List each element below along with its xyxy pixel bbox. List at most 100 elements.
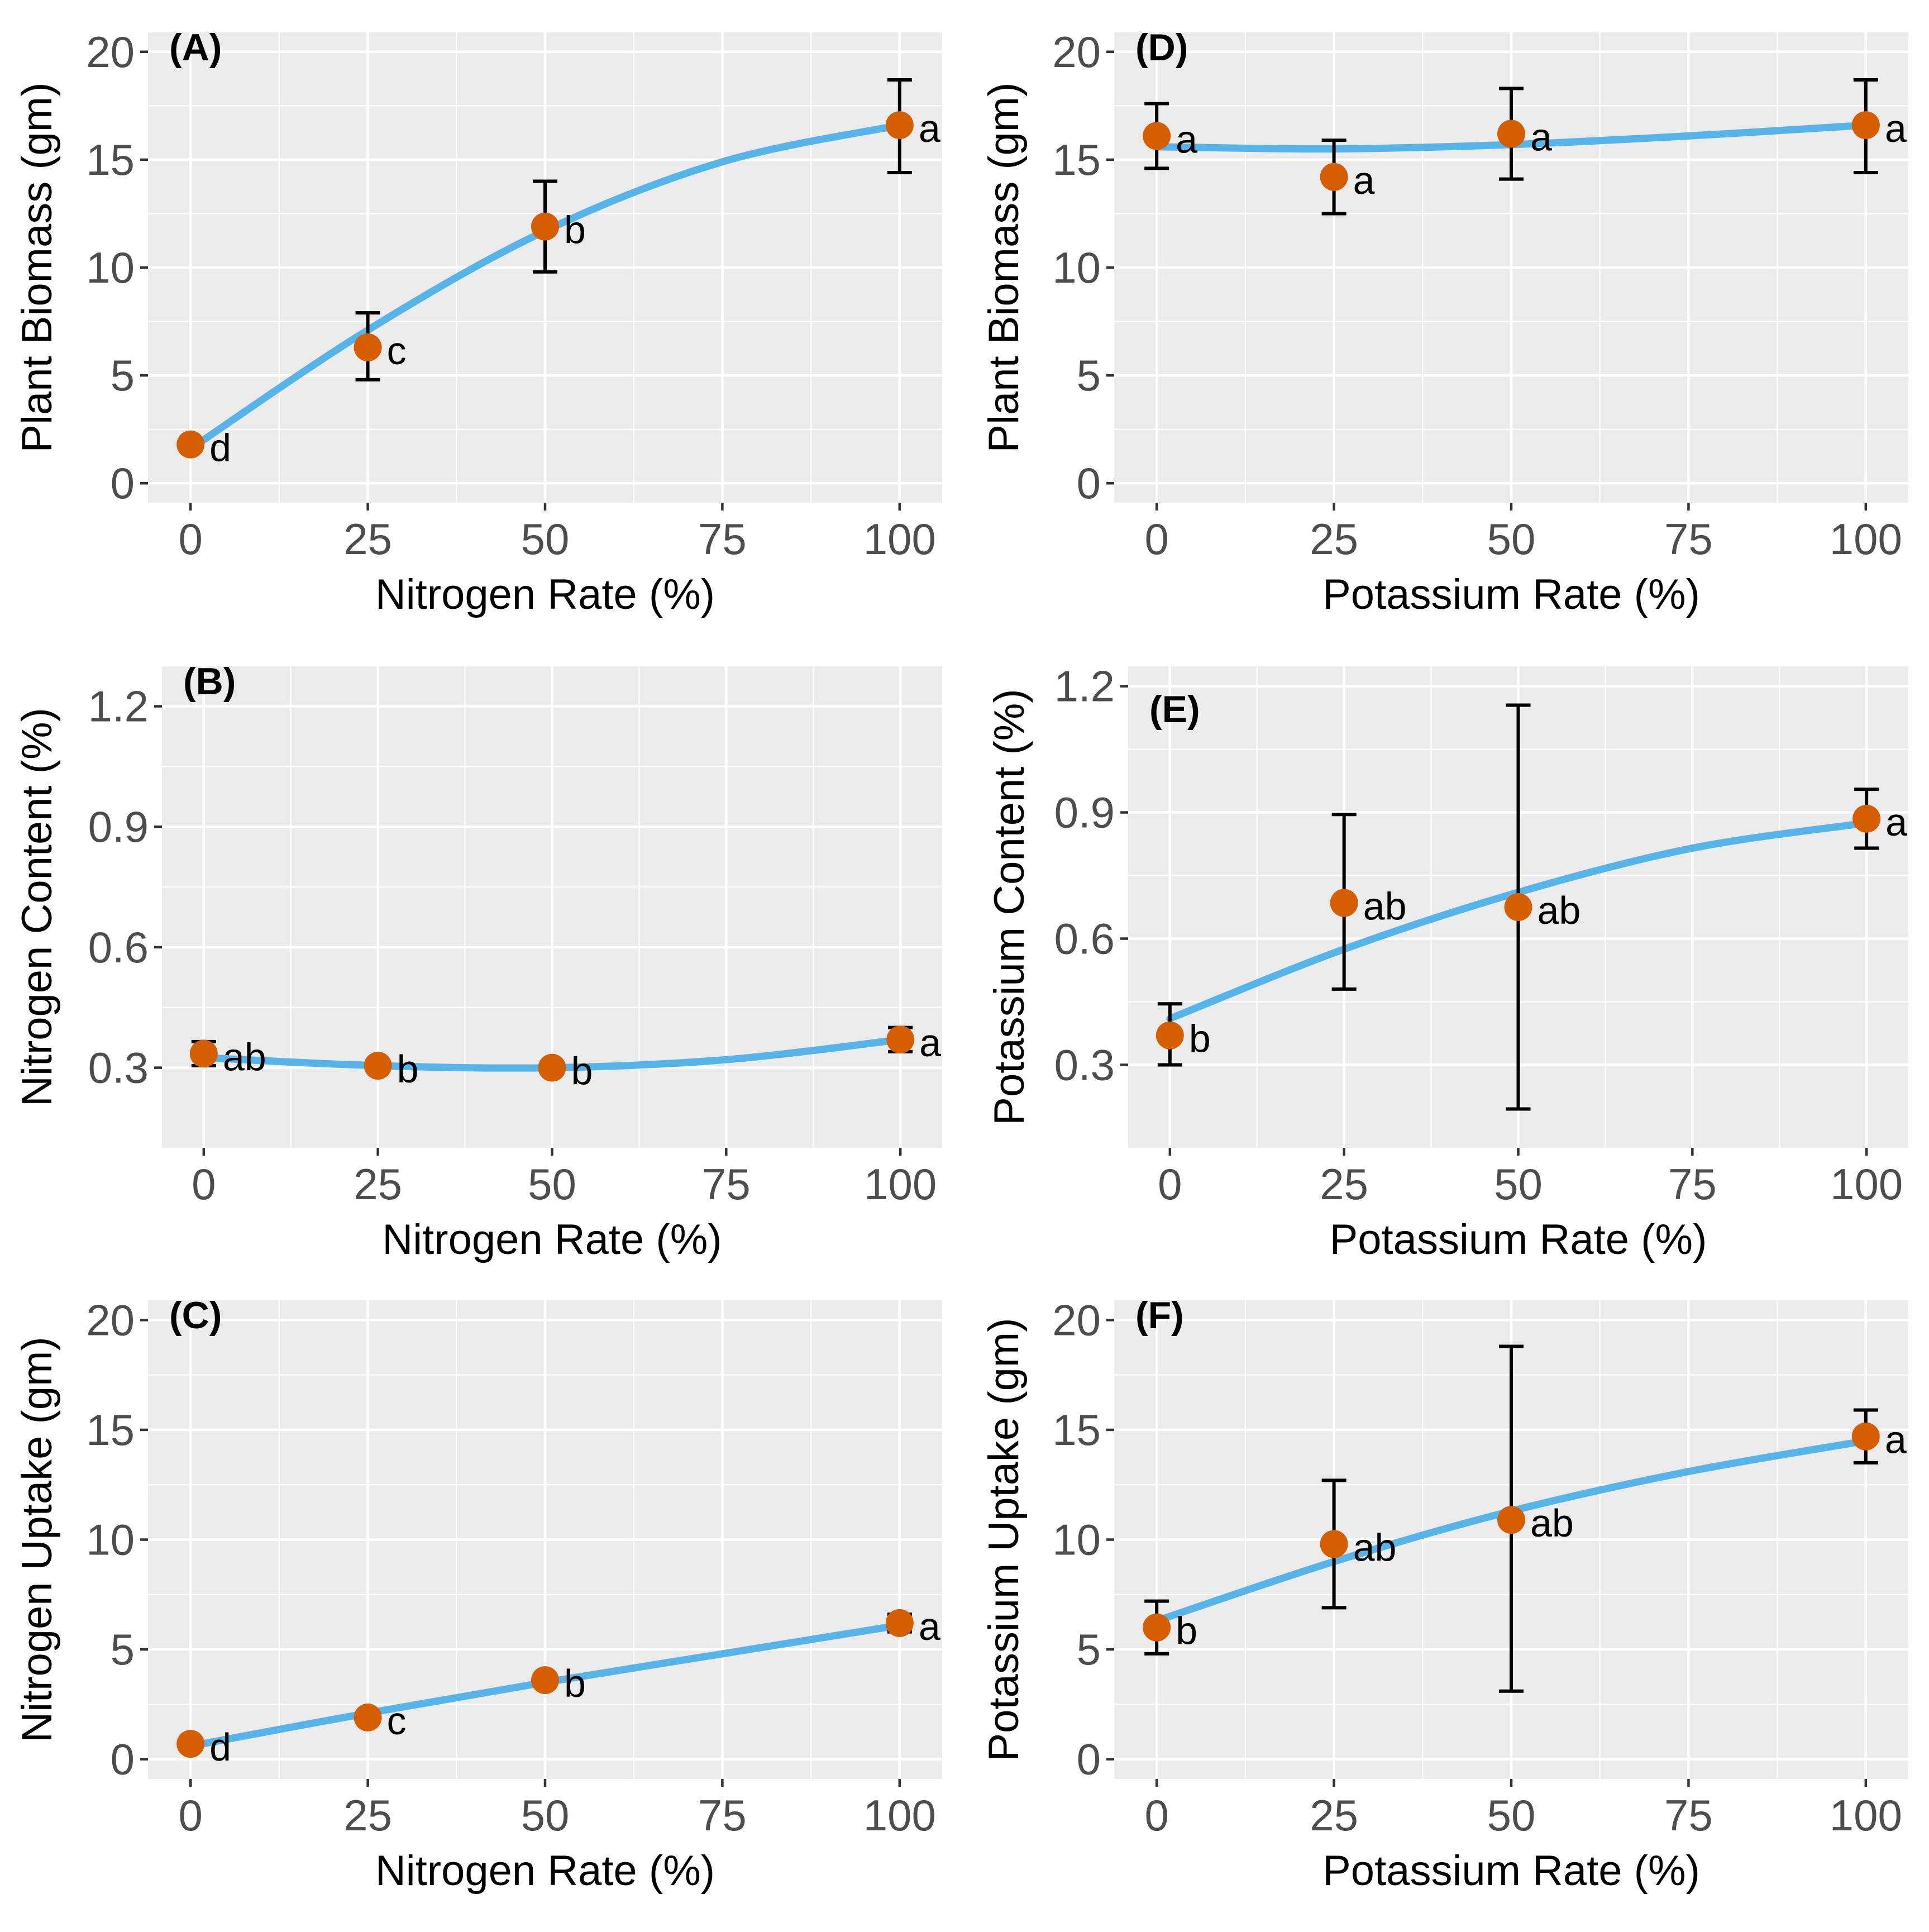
data-point: [885, 111, 914, 140]
data-point: [1156, 1021, 1184, 1050]
y-tick-label: 0.3: [88, 1043, 149, 1093]
x-tick-label: 0: [1144, 514, 1168, 564]
significance-letter: b: [564, 1662, 586, 1705]
significance-letter: a: [1176, 117, 1197, 161]
data-point: [1497, 1506, 1525, 1534]
x-axis-title: Nitrogen Rate (%): [375, 571, 715, 618]
x-tick-label: 100: [1830, 1791, 1902, 1840]
data-point: [1851, 111, 1880, 140]
y-tick-label: 10: [1052, 1515, 1101, 1564]
y-tick-label: 10: [86, 243, 135, 292]
y-tick-label: 20: [1052, 27, 1101, 77]
significance-letter: a: [919, 107, 940, 150]
y-tick-label: 0: [111, 459, 135, 508]
data-point: [886, 1025, 915, 1054]
significance-letter: a: [1885, 1418, 1907, 1462]
y-tick-label: 5: [111, 1625, 135, 1674]
y-tick-label: 15: [86, 1405, 135, 1454]
data-point: [1852, 804, 1881, 833]
panel-label: (A): [169, 26, 222, 69]
data-point: [531, 1666, 559, 1695]
y-tick-label: 15: [86, 135, 135, 184]
y-tick-label: 5: [111, 351, 135, 400]
x-tick-label: 25: [343, 514, 392, 564]
x-axis-title: Potassium Rate (%): [1330, 1216, 1707, 1263]
data-point: [176, 430, 205, 459]
x-tick-label: 25: [354, 1160, 402, 1209]
y-tick-label: 0.9: [1054, 788, 1115, 837]
y-tick-label: 1.2: [88, 682, 149, 731]
significance-letter: a: [919, 1021, 941, 1065]
y-tick-label: 0: [111, 1735, 135, 1784]
significance-letter: ab: [1538, 889, 1581, 932]
x-tick-label: 0: [178, 514, 202, 564]
data-point: [176, 1730, 205, 1758]
x-tick-label: 50: [521, 1791, 570, 1840]
y-tick-label: 1.2: [1054, 662, 1115, 711]
significance-letter: c: [387, 1699, 407, 1743]
significance-letter: ab: [1530, 1501, 1574, 1545]
y-tick-label: 5: [1077, 351, 1101, 400]
data-point: [1143, 122, 1171, 150]
significance-letter: a: [1530, 116, 1552, 159]
significance-letter: a: [1885, 800, 1907, 844]
y-tick-label: 20: [86, 1295, 135, 1344]
panel-label: (E): [1149, 688, 1200, 731]
panel-c: 0 25 50 75 100 0 5 10 15 20 Nitrogen Rate (%) Nitro…: [13, 1294, 942, 1895]
data-point: [354, 333, 382, 361]
y-tick-label: 0: [1077, 459, 1101, 508]
y-tick-label: 20: [86, 27, 135, 77]
data-point: [1497, 120, 1525, 148]
data-point: [1330, 889, 1358, 917]
panel-f: 0 25 50 75 100 0 5 10 15 20 Potassium Rate (%) Pota…: [980, 1294, 1908, 1895]
data-point: [364, 1051, 392, 1080]
significance-letter: a: [919, 1605, 940, 1648]
x-tick-label: 25: [343, 1791, 392, 1840]
data-point: [1504, 893, 1532, 921]
significance-letter: a: [1353, 159, 1375, 202]
panel-b: 0 25 50 75 100 0.3 0.6 0.9 1.2 Nitrogen Rate (%) N…: [13, 660, 942, 1263]
data-point: [1851, 1422, 1880, 1451]
y-tick-label: 0.3: [1054, 1040, 1115, 1089]
y-tick-label: 0.9: [88, 802, 149, 851]
data-point: [531, 212, 559, 241]
y-tick-label: 0: [1077, 1735, 1101, 1784]
significance-letter: b: [1176, 1609, 1197, 1653]
x-tick-label: 75: [698, 1791, 747, 1840]
significance-letter: d: [209, 1725, 231, 1769]
x-tick-label: 75: [1668, 1160, 1717, 1209]
y-axis-title: Nitrogen Uptake (gm): [13, 1337, 61, 1743]
x-tick-label: 75: [1664, 1791, 1713, 1840]
x-tick-label: 75: [698, 514, 747, 564]
data-point: [885, 1609, 914, 1637]
x-tick-label: 25: [1320, 1160, 1368, 1209]
x-axis-title: Nitrogen Rate (%): [382, 1216, 722, 1263]
x-tick-label: 75: [1664, 514, 1713, 564]
data-point: [1320, 163, 1348, 191]
significance-letter: b: [564, 208, 586, 252]
x-tick-label: 50: [1494, 1160, 1543, 1209]
panel-d: 0 25 50 75 100 0 5 10 15 20 Potassium Rate (%) Plan…: [980, 26, 1908, 618]
x-tick-label: 25: [1310, 514, 1358, 564]
data-point: [1143, 1613, 1171, 1642]
data-point: [538, 1053, 566, 1082]
x-tick-label: 25: [1310, 1791, 1358, 1840]
y-tick-label: 15: [1052, 135, 1101, 184]
data-point: [1320, 1530, 1348, 1558]
panel-label: (F): [1135, 1294, 1184, 1337]
x-tick-label: 100: [864, 1160, 937, 1209]
y-tick-label: 5: [1077, 1625, 1101, 1674]
y-tick-label: 10: [86, 1515, 135, 1564]
x-tick-label: 100: [863, 1791, 936, 1840]
y-tick-label: 0.6: [88, 923, 149, 972]
significance-letter: c: [387, 329, 407, 373]
data-point: [189, 1039, 218, 1068]
x-tick-label: 100: [1830, 1160, 1903, 1209]
x-tick-label: 0: [192, 1160, 216, 1209]
x-axis-title: Nitrogen Rate (%): [375, 1847, 715, 1895]
y-axis-title: Potassium Uptake (gm): [980, 1318, 1028, 1761]
x-tick-label: 50: [1487, 514, 1536, 564]
panel-label: (B): [183, 660, 236, 703]
